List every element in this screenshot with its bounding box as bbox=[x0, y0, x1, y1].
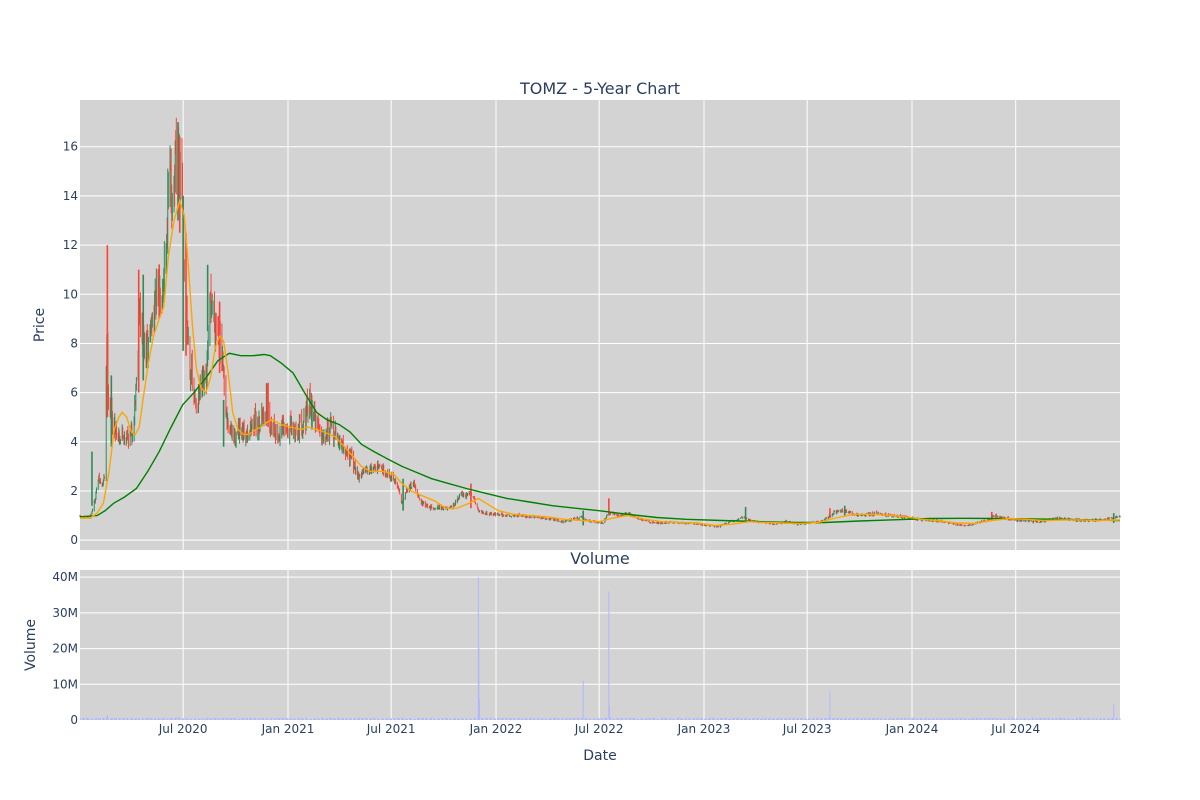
date-x-tick-labels: Jul 2020 Jan 2021 Jul 2021 Jan 2022 Jul 2022… bbox=[158, 722, 1040, 736]
price-y-tick-label: 10 bbox=[63, 287, 78, 301]
volume-y-tick-label: 40M bbox=[52, 570, 78, 584]
volume-axis-title: Volume bbox=[23, 619, 39, 671]
price-plot-background bbox=[80, 100, 1120, 550]
price-y-tick-labels: 0 2 4 6 8 10 12 14 16 bbox=[63, 140, 78, 547]
date-x-tick-label: Jul 2020 bbox=[158, 722, 208, 736]
price-y-tick-label: 16 bbox=[63, 140, 78, 154]
price-candles bbox=[79, 117, 1121, 528]
date-x-tick-label: Jan 2021 bbox=[261, 722, 315, 736]
price-y-tick-label: 8 bbox=[70, 336, 78, 350]
date-x-tick-label: Jan 2023 bbox=[677, 722, 731, 736]
price-y-tick-label: 12 bbox=[63, 238, 78, 252]
date-x-tick-label: Jul 2022 bbox=[574, 722, 624, 736]
price-y-tick-label: 0 bbox=[70, 533, 78, 547]
price-gridlines bbox=[80, 100, 1120, 550]
volume-panel-title: Volume bbox=[570, 549, 630, 568]
date-axis-title: Date bbox=[583, 748, 616, 764]
volume-y-tick-labels: 0 10M 20M 30M 40M bbox=[52, 570, 78, 727]
price-y-tick-label: 14 bbox=[63, 189, 78, 203]
long-moving-average-line bbox=[79, 352, 1121, 524]
volume-plot-background bbox=[80, 570, 1120, 720]
volume-y-tick-label: 30M bbox=[52, 606, 78, 620]
price-y-tick-label: 6 bbox=[70, 386, 78, 400]
chart-title: TOMZ - 5-Year Chart bbox=[519, 79, 680, 98]
price-y-tick-label: 2 bbox=[70, 484, 78, 498]
volume-bars bbox=[79, 577, 1121, 720]
date-x-tick-label: Jul 2023 bbox=[782, 722, 832, 736]
volume-y-tick-label: 0 bbox=[70, 713, 78, 727]
date-x-tick-label: Jan 2024 bbox=[885, 722, 939, 736]
price-axis-title: Price bbox=[32, 308, 48, 342]
short-moving-average-line bbox=[80, 198, 1121, 527]
date-x-tick-label: Jul 2021 bbox=[366, 722, 416, 736]
volume-y-tick-label: 10M bbox=[52, 677, 78, 691]
price-y-tick-label: 4 bbox=[70, 435, 78, 449]
date-x-tick-label: Jul 2024 bbox=[990, 722, 1040, 736]
date-x-tick-label: Jan 2022 bbox=[469, 722, 523, 736]
volume-y-tick-label: 20M bbox=[52, 642, 78, 656]
